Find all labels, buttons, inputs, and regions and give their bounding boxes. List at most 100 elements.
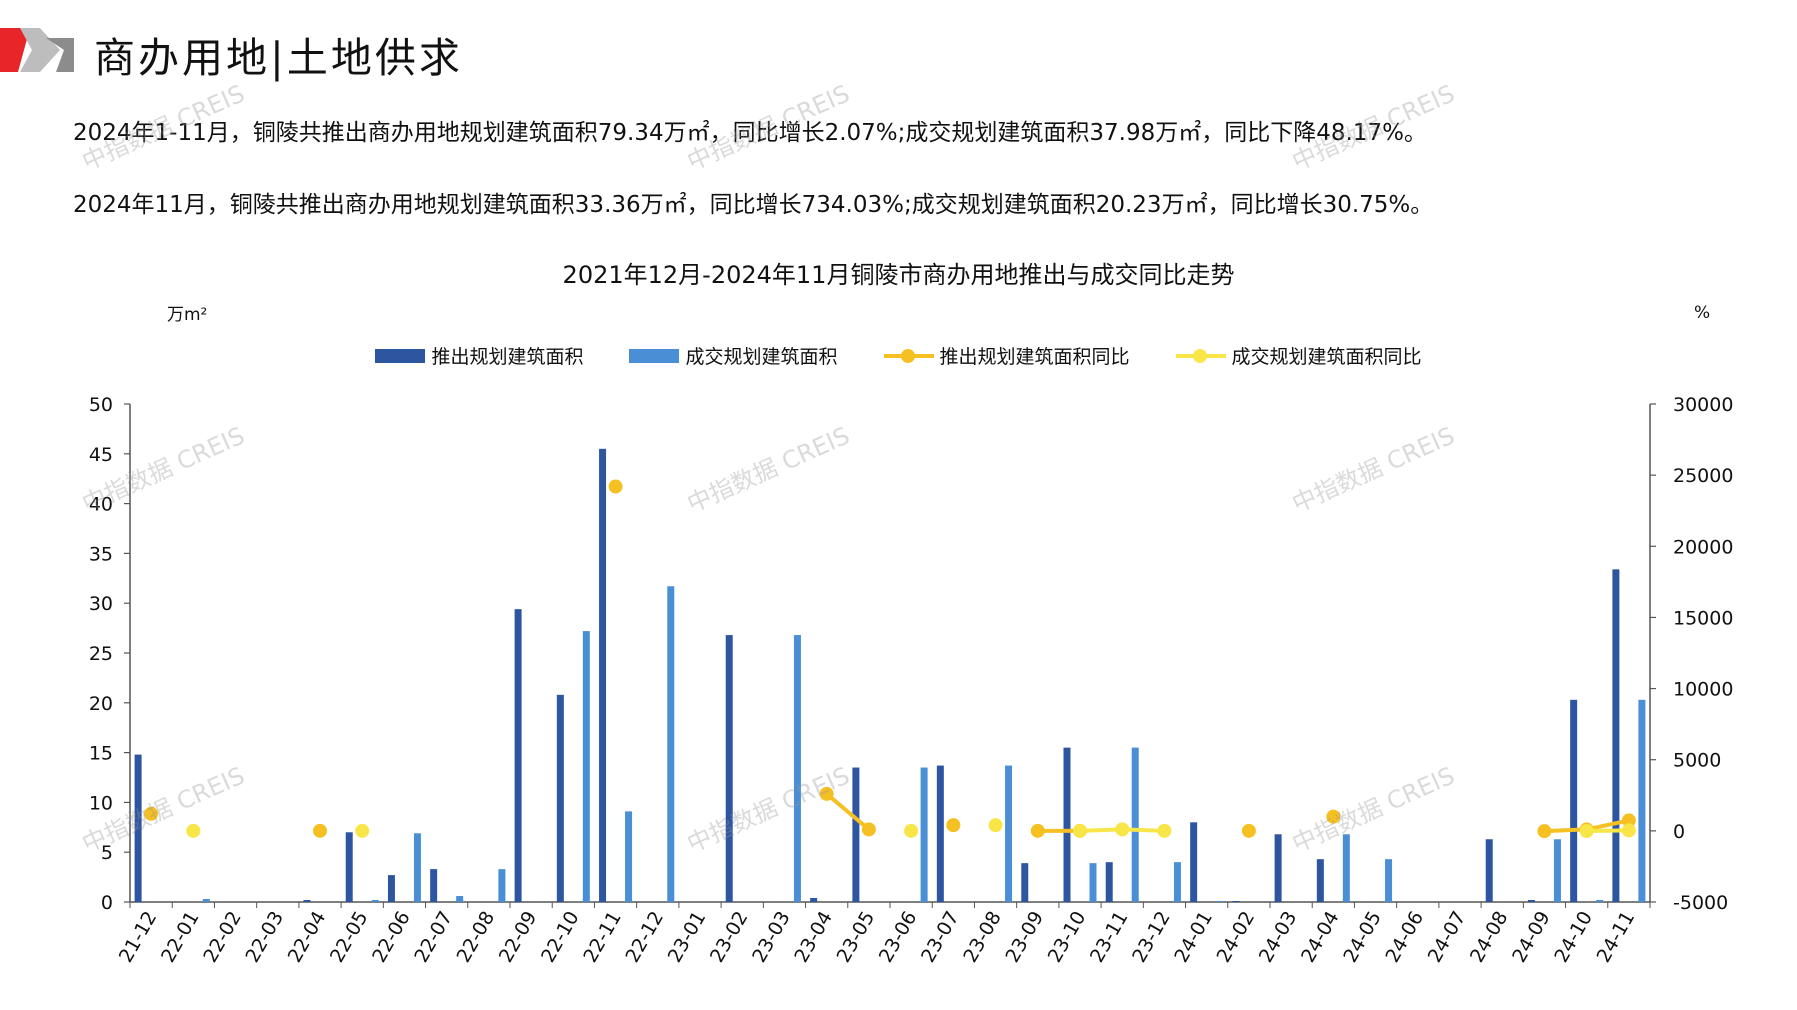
left-tick-label: 50 [89, 394, 113, 416]
x-tick-label: 23-02 [706, 908, 753, 967]
right-tick-label: 5000 [1673, 750, 1721, 772]
x-tick-label: 24-11 [1593, 908, 1640, 967]
launch-area-bar [430, 869, 438, 902]
x-tick-label: 22-04 [284, 908, 331, 967]
x-tick-label: 23-03 [748, 908, 795, 967]
left-tick-label: 35 [89, 543, 113, 565]
launch-area-bar [725, 635, 733, 902]
launch-area-bar [303, 900, 311, 902]
left-tick-label: 45 [89, 444, 113, 466]
deal-area-bar [582, 631, 590, 902]
deal-yoy-point [355, 823, 370, 838]
legend-label-deal-yoy: 成交规划建筑面积同比 [1231, 346, 1422, 368]
legend-swatch-deal-area [629, 348, 680, 363]
x-tick-label: 24-03 [1255, 908, 1302, 967]
deal-yoy-point [1073, 823, 1087, 838]
right-tick-label: 10000 [1673, 679, 1733, 701]
right-tick-label: 30000 [1673, 394, 1733, 416]
x-tick-label: 24-01 [1170, 908, 1217, 967]
x-tick-label: 22-10 [537, 908, 584, 967]
x-tick-label: 23-06 [875, 908, 922, 967]
deal-area-bar [413, 833, 421, 902]
deal-area-bar [625, 811, 633, 902]
deal-area-bar [1385, 859, 1393, 902]
deal-area-bar [793, 635, 801, 902]
deal-yoy-point [904, 823, 919, 838]
x-tick-label: 22-09 [495, 908, 542, 967]
left-tick-label: 25 [89, 643, 113, 665]
left-tick-label: 0 [101, 892, 113, 914]
legend-item-deal-area: 成交规划建筑面积 [629, 342, 838, 369]
left-tick-label: 20 [89, 693, 113, 715]
deal-area-bar [1342, 834, 1350, 902]
deal-yoy-segment [1078, 827, 1125, 833]
launch-yoy-point [1326, 809, 1341, 824]
x-tick-label: 23-09 [1001, 908, 1048, 967]
launch-yoy-segment [824, 791, 871, 832]
launch-area-bar [387, 875, 395, 902]
launch-area-bar [1232, 901, 1240, 903]
launch-yoy-point [313, 823, 327, 838]
launch-area-bar [1527, 900, 1535, 902]
x-tick-label: 23-01 [664, 908, 711, 967]
x-tick-label: 22-08 [453, 908, 500, 967]
legend-label-launch-yoy: 推出规划建筑面积同比 [939, 346, 1130, 368]
left-tick-label: 10 [89, 792, 113, 814]
legend-item-launch-area: 推出规划建筑面积 [375, 342, 583, 369]
launch-area-bar [556, 694, 564, 902]
legend-swatch-launch-yoy [883, 346, 934, 366]
x-tick-label: 24-02 [1213, 908, 1260, 967]
left-tick-label: 5 [101, 842, 113, 864]
x-tick-label: 23-07 [917, 908, 964, 967]
x-tick-label: 24-05 [1339, 908, 1386, 967]
launch-area-bar [1190, 822, 1198, 902]
launch-yoy-segment [1584, 818, 1631, 832]
x-tick-label: 22-03 [241, 908, 288, 967]
deal-yoy-segment [1120, 827, 1167, 833]
deal-area-bar [202, 899, 210, 902]
launch-area-bar [1485, 839, 1493, 902]
launch-yoy-point [144, 806, 159, 821]
launch-area-bar [1274, 834, 1282, 902]
x-tick-label: 22-07 [410, 908, 457, 967]
deal-area-bar [667, 586, 675, 902]
deal-yoy-point [988, 818, 1003, 833]
header-dark-shape [46, 38, 74, 72]
x-tick-label: 22-06 [368, 908, 415, 967]
x-tick-label: 24-06 [1381, 908, 1428, 967]
x-tick-label: 23-04 [790, 908, 837, 967]
chart-legend: 推出规划建筑面积 成交规划建筑面积 推出规划建筑面积同比 成交规划建筑面积同比 [0, 342, 1797, 369]
legend-swatch-deal-yoy [1175, 346, 1226, 366]
left-tick-label: 40 [89, 494, 113, 516]
x-tick-label: 21-12 [115, 908, 162, 967]
right-axis-unit: % [1694, 303, 1711, 323]
deal-yoy-point [1157, 823, 1172, 838]
summary-cumulative: 2024年1-11月，铜陵共推出商办用地规划建筑面积79.34万㎡，同比增长2.… [73, 120, 1427, 146]
x-tick-label: 24-04 [1297, 908, 1344, 967]
header-red-shape [0, 28, 30, 72]
deal-area-bar [1005, 765, 1013, 902]
legend-item-deal-yoy: 成交规划建筑面积同比 [1175, 342, 1422, 369]
launch-area-bar [345, 832, 353, 902]
header-logo-mark [0, 28, 74, 72]
launch-area-bar [936, 765, 944, 902]
deal-yoy-point [1621, 823, 1636, 838]
page-title: 商办用地|土地供求 [94, 34, 463, 82]
deal-yoy-point [186, 823, 201, 838]
deal-area-bar [1553, 839, 1561, 902]
deal-area-bar [371, 900, 379, 902]
deal-area-bar [1089, 863, 1097, 902]
launch-yoy-point [608, 479, 623, 494]
deal-yoy-segment [1584, 828, 1631, 833]
deal-yoy-point [1579, 823, 1594, 838]
launch-yoy-point [1241, 823, 1256, 838]
x-tick-label: 24-08 [1466, 908, 1513, 967]
launch-area-bar [599, 448, 607, 902]
deal-area-bar [498, 869, 506, 902]
deal-area-bar [456, 896, 464, 902]
launch-yoy-segment [1542, 827, 1589, 834]
deal-yoy-point [1115, 822, 1130, 837]
summary-monthly: 2024年11月，铜陵共推出商办用地规划建筑面积33.36万㎡，同比增长734.… [73, 192, 1434, 218]
x-tick-label: 22-05 [326, 908, 373, 967]
deal-area-bar [1173, 862, 1181, 902]
